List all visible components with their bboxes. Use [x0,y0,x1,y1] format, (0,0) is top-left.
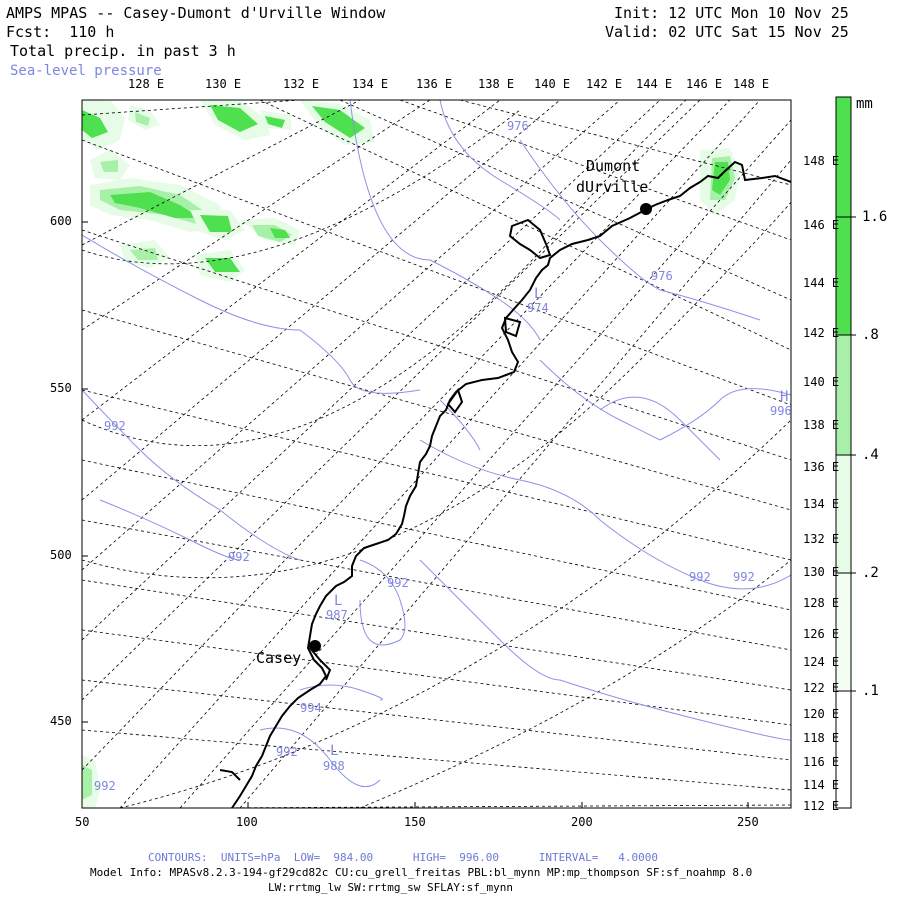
lon-label-right: 114 E [803,778,840,792]
slp-contours [82,100,791,788]
casey-marker [309,640,321,652]
lon-label-right: 146 E [803,218,840,232]
x-tick-label: 200 [571,815,593,829]
lon-label-right: 134 E [803,497,840,511]
lon-label-right: 128 E [803,596,840,610]
contour-label: 996 [770,404,792,418]
lon-label-right: 122 E [803,681,840,695]
contour-label: 988 [323,759,345,773]
y-tick-label: 600 [50,214,72,228]
lon-label-right: 132 E [803,532,840,546]
lon-label-right: 138 E [803,418,840,432]
contour-label: 992 [689,570,711,584]
forecast-hour: Fcst: 110 h [6,23,115,41]
init-time: Init: 12 UTC Mon 10 Nov 25 [614,4,849,22]
map-title: AMPS MPAS -- Casey-Dumont d'Urville Wind… [6,4,386,22]
lon-label-right: 126 E [803,627,840,641]
contour-label: 992 [733,570,755,584]
lon-label-top: 128 E [128,77,165,91]
lon-label-top: 146 E [686,77,723,91]
low-marker: L [334,593,343,609]
colorbar-label: .2 [862,565,879,581]
colorbar-unit: mm [856,96,873,112]
x-tick-label: 100 [236,815,258,829]
latlon-grid [82,100,791,808]
contour-label: 974 [527,301,549,315]
lon-label-right: 112 E [803,799,840,813]
valid-time: Valid: 02 UTC Sat 15 Nov 25 [605,23,849,41]
lon-label-right: 142 E [803,326,840,340]
low-marker: L [534,286,543,302]
x-tick-label: 250 [737,815,759,829]
lon-label-top: 130 E [205,77,242,91]
lon-label-right: 124 E [803,655,840,669]
lon-label-top: 136 E [416,77,453,91]
colorbar-label: .8 [862,327,879,343]
x-tick-label: 150 [404,815,426,829]
lon-label-right: 118 E [803,731,840,745]
model-info: Model Info: MPASv8.2.3-194-gf29cd82c CU:… [90,866,753,879]
contour-label: 987 [326,608,348,622]
colorbar-label: .1 [862,683,879,699]
lon-label-right: 148 E [803,154,840,168]
station-label-casey: Casey [256,649,302,667]
contour-label: 992 [228,550,250,564]
lon-label-top: 132 E [283,77,320,91]
x-tick-label: 50 [75,815,90,829]
colorbar-label: .4 [862,447,879,463]
station-label-dumont: dUrville [576,178,649,196]
contour-label: 992 [104,419,126,433]
dumont-durville-marker [640,203,652,215]
lon-label-right: 116 E [803,755,840,769]
contours-info: CONTOURS: UNITS=hPa LOW= 984.00 HIGH= 99… [148,851,658,864]
lon-label-right: 120 E [803,707,840,721]
station-label-dumont: Dumont [586,157,641,175]
lon-label-right: 140 E [803,375,840,389]
contour-label: 992 [94,779,116,793]
lon-label-right: 136 E [803,460,840,474]
map-frame [81,99,792,809]
contour-label: 976 [507,119,529,133]
low-marker: L [330,743,339,759]
contour-label: 976 [651,269,673,283]
field-slp-label: Sea-level pressure [10,63,162,79]
precip-areas [82,100,740,808]
y-tick-label: 550 [50,381,72,395]
y-tick-label: 500 [50,548,72,562]
colorbar [835,96,856,809]
model-info-2: LW:rrtmg_lw SW:rrtmg_sw SFLAY:sf_mynn [268,881,514,894]
lon-label-right: 144 E [803,276,840,290]
lon-label-top: 144 E [636,77,673,91]
field-precip-label: Total precip. in past 3 h [10,42,236,60]
high-marker: H [780,389,789,405]
y-tick-label: 450 [50,714,72,728]
lon-label-top: 148 E [733,77,770,91]
lon-label-top: 134 E [352,77,389,91]
lon-label-top: 140 E [534,77,571,91]
contour-label: 994 [300,701,322,715]
lon-label-top: 142 E [586,77,623,91]
lon-label-right: 130 E [803,565,840,579]
contour-label: 992 [276,745,298,759]
colorbar-label: 1.6 [862,209,888,225]
contour-label: 992 [387,576,409,590]
lon-label-top: 138 E [478,77,515,91]
